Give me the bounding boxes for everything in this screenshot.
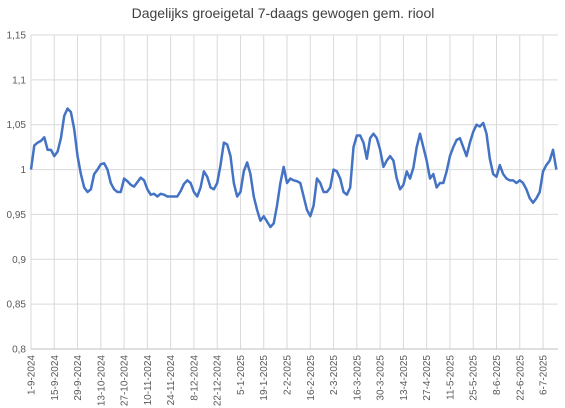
- y-tick-label: 1,05: [7, 120, 27, 131]
- y-tick-label: 0,8: [12, 345, 26, 356]
- data-line: [29, 107, 558, 229]
- y-tick-label: 0,95: [7, 210, 27, 221]
- x-tick-label: 1-9-2024: [27, 355, 38, 395]
- x-tick-label: 11-5-2025: [445, 355, 456, 400]
- x-tick-label: 13-10-2024: [96, 355, 107, 407]
- x-tick-label: 2-3-2025: [329, 355, 340, 395]
- x-tick-label: 6-7-2025: [539, 355, 550, 395]
- y-tick-label: 1,1: [12, 75, 26, 86]
- x-tick-label: 15-9-2024: [50, 355, 61, 401]
- x-tick-label: 22-6-2025: [515, 355, 526, 401]
- x-tick-label: 10-11-2024: [143, 355, 154, 406]
- x-tick-label: 8-12-2024: [189, 355, 200, 401]
- x-tick-label: 25-5-2025: [469, 355, 480, 401]
- x-tick-label: 2-2-2025: [283, 355, 294, 395]
- y-tick-label: 1: [20, 165, 26, 176]
- x-tick-label: 27-10-2024: [120, 355, 131, 407]
- x-tick-label: 24-11-2024: [166, 355, 177, 406]
- x-tick-label: 19-1-2025: [259, 355, 270, 401]
- x-tick-label: 30-3-2025: [376, 355, 387, 401]
- x-tick-label: 16-2-2025: [306, 355, 317, 401]
- x-tick-label: 29-9-2024: [73, 355, 84, 401]
- x-tick-label: 22-12-2024: [213, 355, 224, 407]
- x-tick-label: 13-4-2025: [399, 355, 410, 401]
- x-tick-label: 16-3-2025: [352, 355, 363, 401]
- y-tick-label: 1,15: [7, 31, 27, 42]
- x-tick-label: 8-6-2025: [492, 355, 503, 395]
- y-tick-label: 0,85: [7, 300, 27, 311]
- y-tick-label: 0,9: [12, 255, 26, 266]
- x-tick-label: 27-4-2025: [422, 355, 433, 401]
- chart-title: Dagelijks groeigetal 7-daags gewogen gem…: [132, 5, 435, 21]
- x-tick-label: 5-1-2025: [236, 355, 247, 395]
